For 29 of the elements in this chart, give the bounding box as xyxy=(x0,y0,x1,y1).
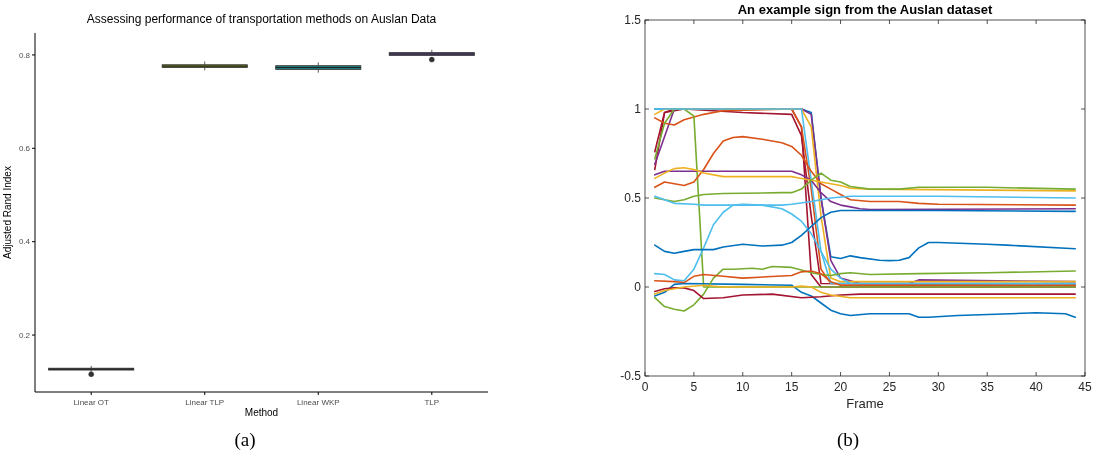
x-tick-label: 35 xyxy=(980,380,995,394)
y-tick-label: 0.2 xyxy=(18,330,31,340)
x-tick-label: 45 xyxy=(1078,380,1092,394)
x-tick-label: TLP xyxy=(424,398,440,407)
x-tick-label: Linear OT xyxy=(73,398,110,407)
y-tick-label: 0.5 xyxy=(624,191,642,206)
x-axis-title: Method xyxy=(244,407,279,418)
x-axis-title: Frame xyxy=(846,396,884,411)
chart-title: Assessing performance of transportation methods on Auslan Data xyxy=(86,12,437,26)
y-tick-label: 1 xyxy=(634,102,642,117)
x-tick-label: 25 xyxy=(882,380,897,394)
x-tick-label: 10 xyxy=(736,380,750,394)
y-axis-title: Adjusted Rand Index xyxy=(2,166,13,259)
x-tick-label: 15 xyxy=(784,380,799,394)
chart-title: An example sign from the Auslan dataset xyxy=(737,2,993,17)
x-tick-label: Linear TLP xyxy=(185,398,225,407)
x-tick-label: 30 xyxy=(931,380,946,394)
y-tick-label: 0.4 xyxy=(18,237,31,247)
text: (a) xyxy=(234,429,256,451)
y-tick-label: -0.5 xyxy=(620,369,642,384)
y-tick-label: 1.5 xyxy=(624,13,642,28)
x-tick-label: 5 xyxy=(690,380,698,394)
x-tick-label: Linear WKP xyxy=(296,398,340,407)
x-tick-label: 20 xyxy=(833,380,848,394)
x-tick-label: 40 xyxy=(1029,380,1044,394)
y-tick-label: 0.8 xyxy=(18,50,31,60)
y-tick-label: 0.6 xyxy=(18,144,31,154)
text: (b) xyxy=(836,429,860,451)
y-tick-label: 0 xyxy=(634,280,642,295)
